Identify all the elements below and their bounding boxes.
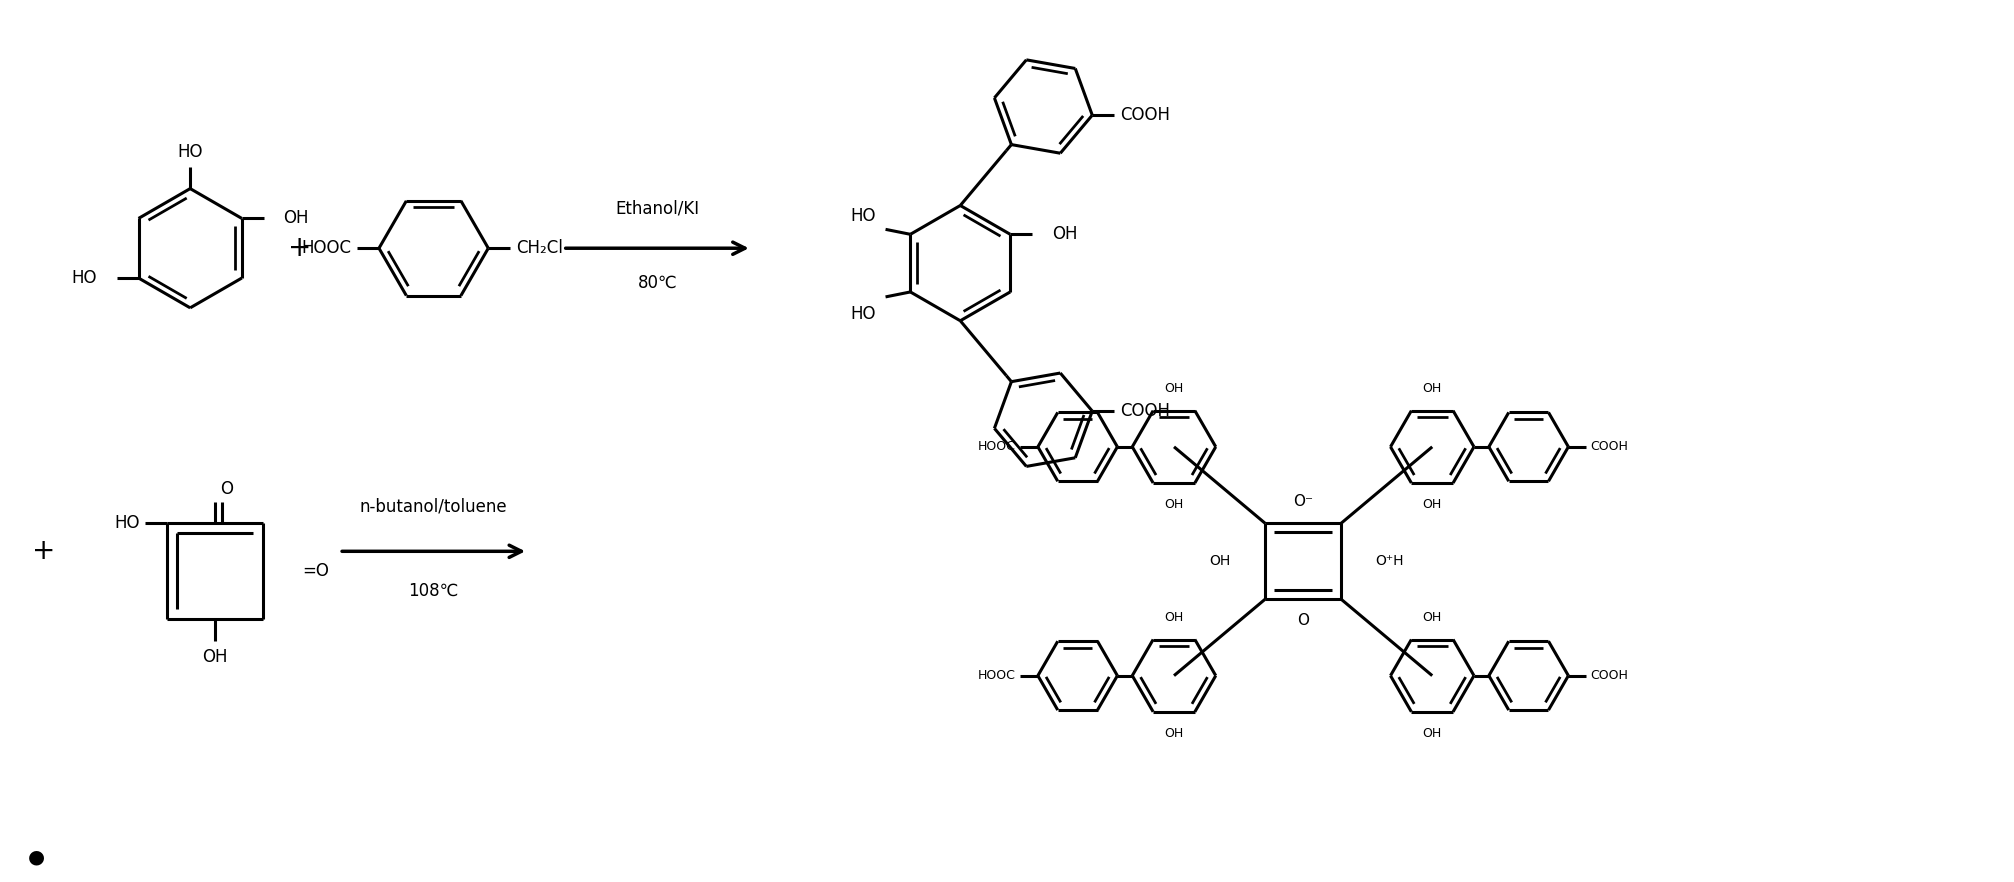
Text: OH: OH [1164,727,1182,740]
Text: HOOC: HOOC [977,669,1015,682]
Text: OH: OH [1164,382,1182,395]
Text: OH: OH [1164,498,1182,512]
Text: HO: HO [850,305,874,323]
Text: HO: HO [70,269,97,287]
Text: OH: OH [1164,611,1182,624]
Text: OH: OH [201,647,228,666]
Text: OH: OH [1422,498,1442,512]
Text: ●: ● [28,848,44,867]
Text: Ethanol/KI: Ethanol/KI [614,199,699,218]
Text: O⁺H: O⁺H [1376,554,1404,568]
Text: OH: OH [1422,727,1442,740]
Text: O: O [220,480,234,497]
Text: OH: OH [1422,611,1442,624]
Text: 80℃: 80℃ [636,274,677,292]
Text: COOH: COOH [1120,402,1170,420]
Text: O⁻: O⁻ [1293,494,1313,509]
Text: OH: OH [1208,554,1231,568]
Text: +: + [32,537,56,565]
Text: 108℃: 108℃ [409,582,459,600]
Text: HOOC: HOOC [300,239,350,258]
Text: =O: =O [302,562,328,580]
Text: +: + [288,235,310,262]
Text: HO: HO [177,143,203,161]
Text: n-butanol/toluene: n-butanol/toluene [361,497,508,516]
Text: HO: HO [850,207,874,226]
Text: HO: HO [115,514,139,533]
Text: CH₂Cl: CH₂Cl [516,239,562,258]
Text: COOH: COOH [1589,440,1627,453]
Text: HOOC: HOOC [977,440,1015,453]
Text: COOH: COOH [1589,669,1627,682]
Text: COOH: COOH [1120,106,1170,124]
Text: OH: OH [1422,382,1442,395]
Text: OH: OH [1051,225,1077,243]
Text: OH: OH [284,209,308,228]
Text: O: O [1297,613,1309,628]
